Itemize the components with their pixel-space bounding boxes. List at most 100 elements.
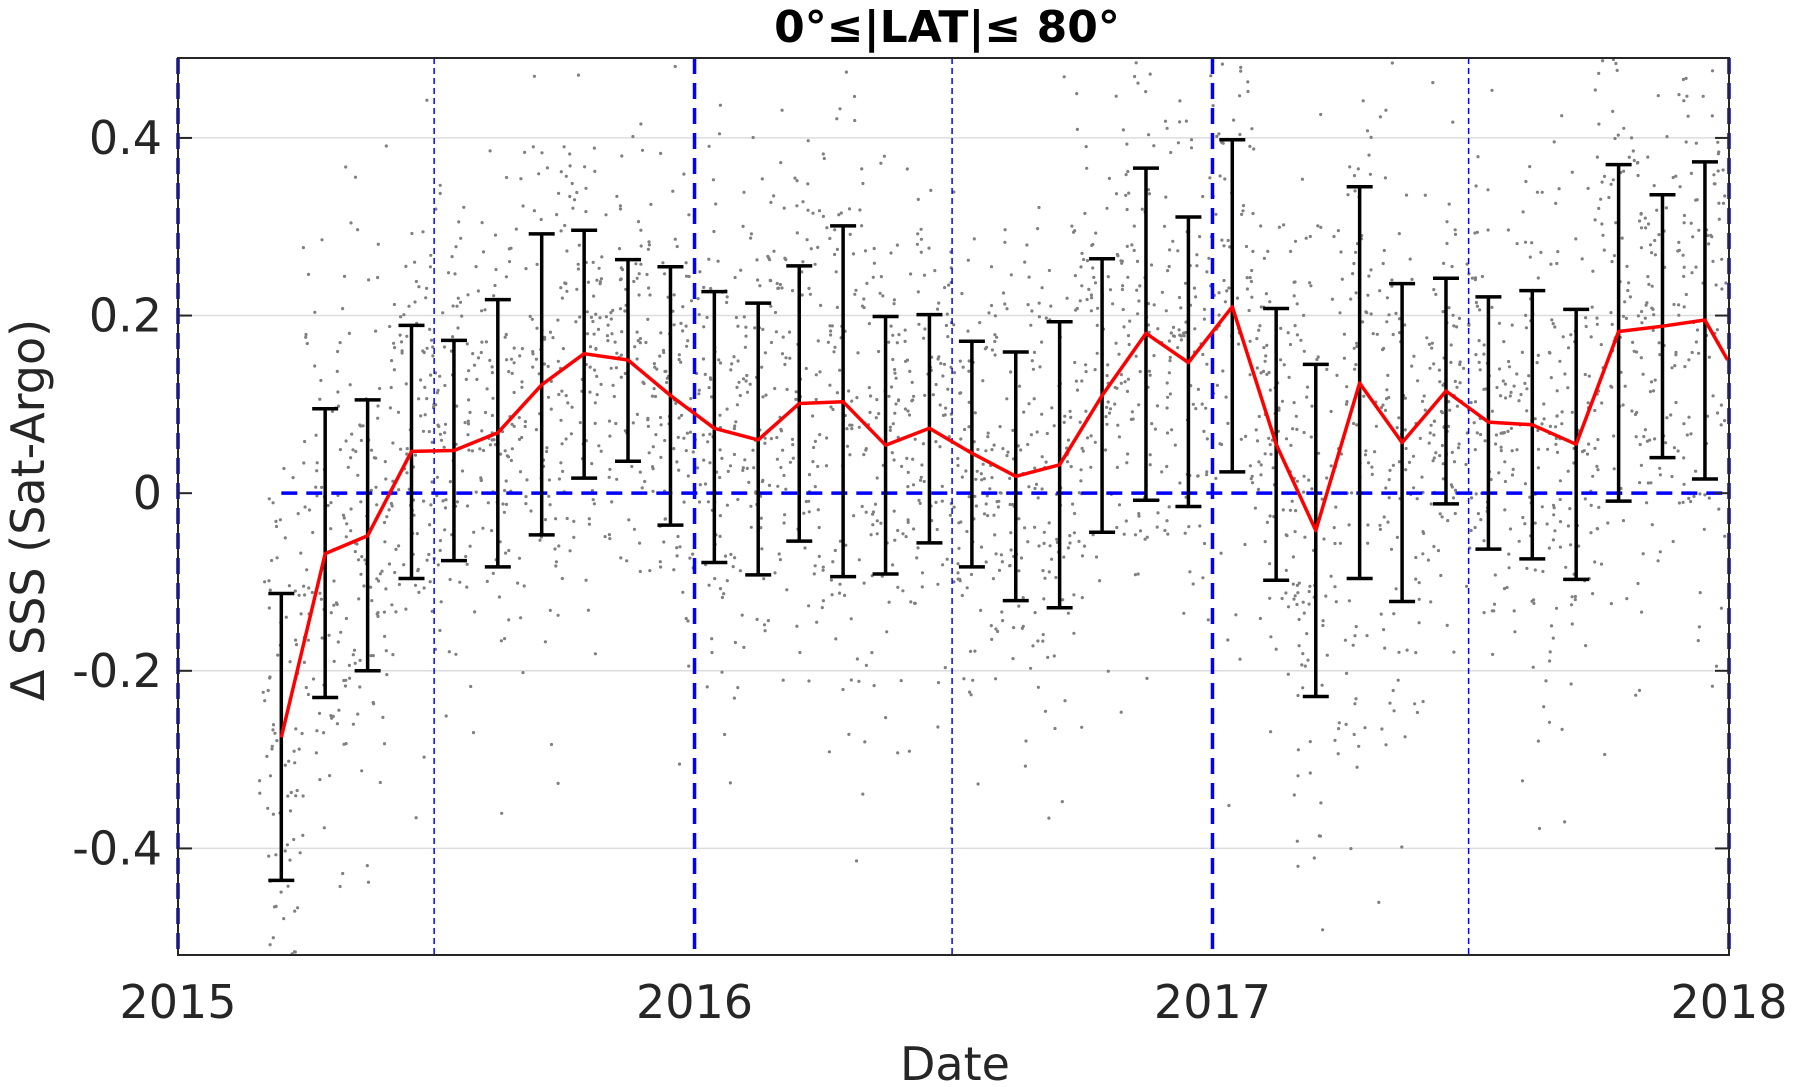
scatter-point [858,208,862,212]
scatter-point [942,362,947,366]
scatter-point [565,249,569,253]
scatter-point [1125,461,1129,465]
scatter-point [762,623,767,627]
scatter-point [853,118,857,123]
scatter-point [854,859,859,863]
scatter-point [1566,386,1570,390]
scatter-point [718,534,722,539]
scatter-point [1414,577,1418,581]
scatter-point [1404,468,1408,472]
scatter-point [1508,394,1512,398]
scatter-point [1069,465,1073,469]
scatter-point [936,681,941,685]
scatter-point [606,339,610,343]
scatter-point [387,562,392,566]
scatter-point [992,513,996,517]
scatter-point [653,394,658,399]
scatter-point [1265,520,1269,525]
scatter-point [1363,726,1367,730]
scatter-point [1179,338,1183,342]
scatter-point [474,265,478,269]
scatter-point [460,469,465,473]
scatter-point [390,603,394,607]
scatter-point [1655,208,1659,212]
scatter-point [392,302,396,307]
scatter-point [1648,438,1652,442]
scatter-point [385,673,389,677]
scatter-point [989,265,994,269]
scatter-point [1115,465,1119,469]
scatter-point [1515,242,1519,246]
scatter-point [1003,302,1007,306]
scatter-point [556,359,560,363]
scatter-point [649,202,653,206]
scatter-point [1692,494,1696,498]
scatter-point [1479,518,1483,522]
scatter-point [1066,438,1071,442]
scatter-point [709,286,713,291]
scatter-point [920,463,924,467]
scatter-point [672,293,676,297]
scatter-point [343,684,348,688]
scatter-point [1600,222,1604,226]
scatter-point [614,366,619,370]
scatter-point [349,529,353,533]
scatter-point [404,382,408,386]
scatter-point [344,165,348,169]
scatter-point [1640,610,1644,614]
scatter-point [1133,74,1137,79]
scatter-point [891,333,895,337]
scatter-point [1628,295,1632,299]
scatter-point [903,328,907,332]
scatter-point [1403,396,1407,400]
scatter-point [1251,249,1255,253]
scatter-point [1536,276,1540,280]
scatter-point [608,537,612,541]
scatter-point [1167,371,1171,375]
scatter-point [1431,81,1435,85]
scatter-point [688,430,693,434]
scatter-point [293,761,297,765]
scatter-point [435,475,439,479]
scatter-point [1025,243,1029,247]
scatter-point [304,335,308,339]
scatter-point [1308,234,1312,239]
scatter-point [847,207,852,211]
scatter-point [712,229,716,234]
scatter-point [1104,448,1108,452]
scatter-point [444,714,448,718]
scatter-point [258,791,262,795]
scatter-point [640,486,644,490]
scatter-point [1354,291,1358,295]
scatter-point [400,351,404,355]
scatter-point [1408,257,1412,261]
scatter-point [1073,274,1077,278]
scatter-point [1262,346,1266,350]
scatter-point [921,442,926,446]
scatter-point [1205,437,1209,441]
scatter-point [1472,421,1476,425]
scatter-point [1695,328,1700,332]
scatter-point [1641,552,1645,556]
scatter-point [934,500,938,504]
scatter-point [828,383,832,387]
scatter-point [1295,602,1299,607]
scatter-point [1169,331,1173,335]
scatter-point [937,355,941,359]
scatter-point [1047,816,1051,820]
scatter-point [655,367,659,371]
scatter-point [551,336,555,340]
scatter-point [1462,366,1466,370]
scatter-point [1612,254,1616,258]
scatter-point [689,299,694,303]
scatter-point [543,337,547,341]
scatter-point [1682,265,1686,269]
scatter-point [377,579,381,583]
scatter-point [893,367,897,372]
scatter-point [1079,479,1083,483]
scatter-point [301,794,305,798]
scatter-point [813,439,818,443]
scatter-point [1060,800,1064,804]
scatter-point [402,313,406,317]
scatter-point [801,260,805,264]
